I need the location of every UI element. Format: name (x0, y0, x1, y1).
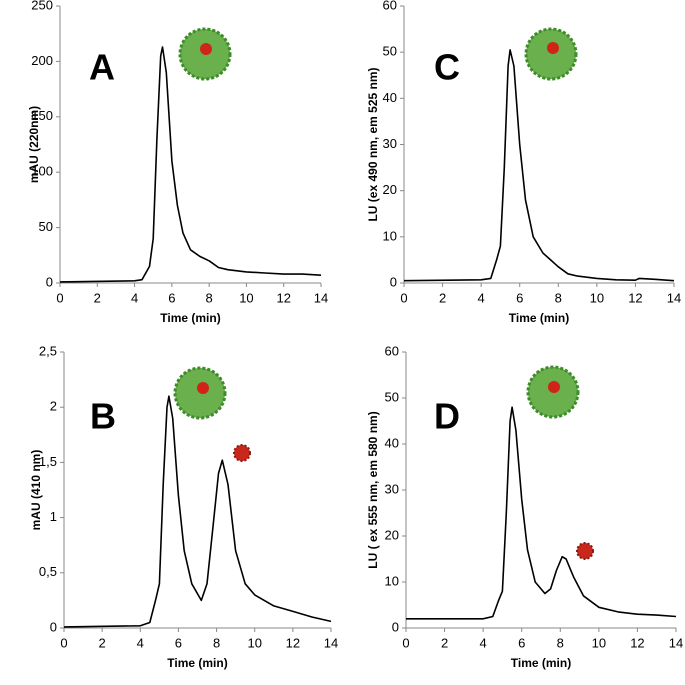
y-tick-label: 0 (390, 274, 397, 289)
x-tick-label: 14 (669, 635, 683, 650)
y-tick-label: 1,5 (39, 454, 57, 469)
x-axis-label: Time (min) (511, 656, 571, 670)
x-axis-label: Time (min) (167, 656, 227, 670)
panel: 0 50 100 150 200 250 0 2 4 6 8 10 12 14 Time (min) mAU … (27, 0, 328, 325)
chromatogram-line (59, 46, 322, 283)
x-tick-label: 12 (286, 635, 300, 650)
y-tick-label: 60 (385, 343, 399, 358)
y-tick-label: 20 (385, 527, 399, 542)
x-tick-label: 14 (324, 635, 338, 650)
y-tick-label: 2 (50, 399, 57, 414)
x-tick-label: 4 (131, 290, 138, 305)
x-tick-label: 10 (247, 635, 261, 650)
x-axis-label: Time (min) (509, 311, 569, 325)
y-tick-label: 10 (383, 228, 397, 243)
y-axis-label: LU (ex 490 nm, em 525 nm) (366, 67, 380, 221)
y-tick-label: 2,5 (39, 343, 57, 358)
chromatogram-line (406, 406, 677, 620)
y-tick-label: 30 (385, 481, 399, 496)
chromatogram-line (403, 49, 675, 282)
icons (173, 27, 594, 560)
y-tick-label: 50 (385, 389, 399, 404)
panel-letter: B (90, 396, 116, 437)
x-tick-label: 2 (94, 290, 101, 305)
chromatogram-line (63, 395, 332, 628)
y-axis-label: mAU (410 nm) (29, 450, 43, 531)
x-tick-label: 2 (99, 635, 106, 650)
y-tick-label: 50 (383, 44, 397, 59)
x-tick-label: 14 (667, 290, 681, 305)
x-tick-label: 0 (60, 635, 67, 650)
y-tick-label: 20 (383, 182, 397, 197)
y-tick-label: 200 (31, 53, 53, 68)
x-tick-label: 12 (630, 635, 644, 650)
y-tick-label: 40 (385, 435, 399, 450)
y-tick-label: 30 (383, 136, 397, 151)
heme-icon (576, 542, 594, 560)
panel: 0 10 20 30 40 50 60 0 2 4 6 8 10 12 14 Time (min) LU (ex… (366, 0, 681, 325)
x-tick-label: 12 (628, 290, 642, 305)
x-tick-label: 0 (400, 290, 407, 305)
y-axis-label: mAU (220nm) (27, 106, 41, 183)
panel: 0 0,5 1 1,5 2 2,5 0 2 4 6 8 10 12 14 Time (min) mAU (41… (29, 343, 338, 670)
panel: 0 10 20 30 40 50 60 0 2 4 6 8 10 12 14 Time (min) LU ( e… (366, 343, 683, 670)
x-tick-label: 4 (478, 290, 485, 305)
x-tick-label: 2 (441, 635, 448, 650)
x-tick-label: 0 (56, 290, 63, 305)
x-tick-label: 8 (555, 290, 562, 305)
y-tick-label: 0,5 (39, 564, 57, 579)
y-tick-label: 0 (392, 619, 399, 634)
y-tick-label: 40 (383, 90, 397, 105)
y-tick-label: 0 (50, 619, 57, 634)
x-tick-label: 6 (516, 290, 523, 305)
y-tick-label: 10 (385, 573, 399, 588)
protein-icon (524, 27, 578, 81)
y-tick-label: 150 (31, 108, 53, 123)
x-axis-label: Time (min) (160, 311, 220, 325)
y-tick-label: 0 (46, 274, 53, 289)
y-axis-label: LU ( ex 555 nm, em 580 nm) (366, 411, 380, 568)
panel-letter: C (434, 47, 460, 88)
x-tick-label: 4 (137, 635, 144, 650)
y-tick-label: 60 (383, 0, 397, 12)
x-tick-label: 2 (439, 290, 446, 305)
x-tick-label: 6 (518, 635, 525, 650)
x-tick-label: 10 (592, 635, 606, 650)
y-tick-label: 50 (39, 219, 53, 234)
x-tick-label: 10 (590, 290, 604, 305)
x-tick-label: 10 (239, 290, 253, 305)
x-tick-label: 8 (206, 290, 213, 305)
x-tick-label: 8 (557, 635, 564, 650)
protein-icon (526, 365, 580, 419)
protein-icon (178, 27, 232, 81)
panel-letter: D (434, 396, 460, 437)
x-tick-label: 0 (402, 635, 409, 650)
y-tick-label: 100 (31, 164, 53, 179)
y-tick-label: 1 (50, 509, 57, 524)
x-tick-label: 6 (175, 635, 182, 650)
protein-icon (173, 366, 227, 420)
x-tick-label: 6 (168, 290, 175, 305)
x-tick-label: 4 (480, 635, 487, 650)
panel-letter: A (89, 47, 115, 88)
x-tick-label: 8 (213, 635, 220, 650)
x-tick-label: 12 (276, 290, 290, 305)
y-tick-label: 250 (31, 0, 53, 12)
x-tick-label: 14 (314, 290, 328, 305)
heme-icon (233, 444, 251, 462)
